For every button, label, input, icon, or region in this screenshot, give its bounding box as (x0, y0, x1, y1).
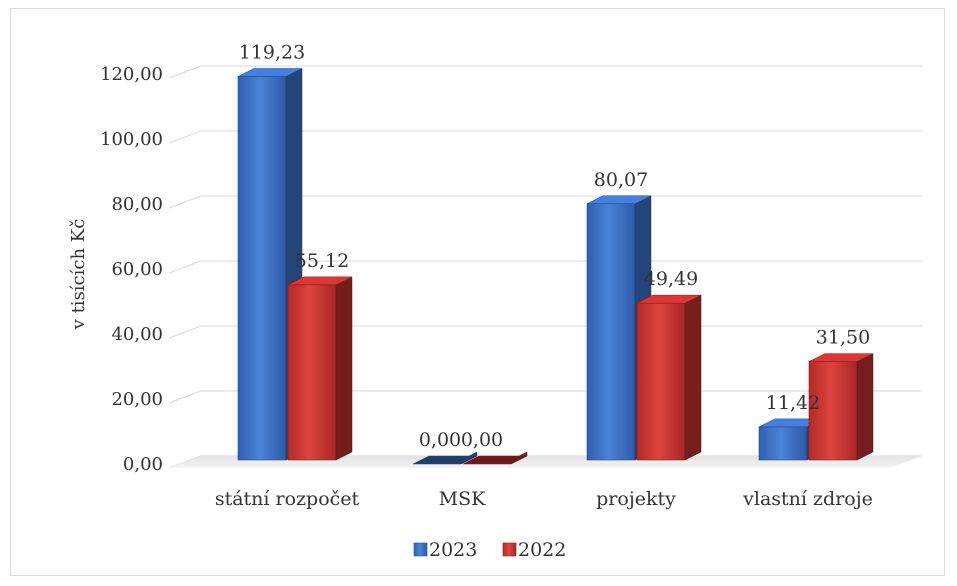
bar-top (237, 68, 303, 77)
y-axis-label: v tisících Kč (68, 219, 89, 331)
floor-plane (169, 456, 922, 468)
bar-front (586, 203, 636, 461)
bar-front (237, 76, 287, 461)
chart-frame (10, 8, 945, 576)
y-tick-label: 40,00 (111, 324, 163, 345)
bar-2022-2 (636, 294, 702, 461)
y-tick-label: 100,00 (100, 129, 163, 150)
chart-floor (169, 456, 922, 468)
legend-item-2023: 2023 (413, 539, 477, 561)
category-label: vlastní zdroje (742, 488, 873, 510)
bar-top (586, 195, 652, 205)
data-label-2023-3: 11,42 (766, 392, 820, 414)
bar-2023-0 (237, 68, 303, 461)
gridline-depth (168, 390, 202, 404)
y-tick-label: 0,00 (123, 454, 163, 475)
bar-front (808, 361, 858, 461)
legend-swatch-2023 (413, 542, 428, 557)
gridline-depth (168, 260, 202, 274)
category-labels: státní rozpočet MSK projekty vlastní zdroje (215, 488, 873, 510)
category-label: MSK (439, 488, 486, 510)
bar-2022-1 (462, 451, 528, 465)
y-tick-label: 60,00 (111, 259, 163, 280)
bar-side (856, 353, 874, 461)
bar-front (636, 302, 686, 461)
bar-top (412, 455, 478, 465)
gridline-depth (168, 195, 202, 209)
legend-item-2022: 2022 (502, 539, 566, 561)
bars (237, 68, 874, 465)
bar-front (287, 284, 337, 461)
data-label-2023-0: 119,23 (239, 42, 305, 64)
gridline-depth (168, 325, 202, 339)
bar-2022-0 (287, 276, 353, 461)
gridline-depth (168, 65, 202, 79)
y-tick-label: 20,00 (111, 389, 163, 410)
category-label: státní rozpočet (215, 488, 360, 510)
legend-label-2022: 2022 (518, 539, 566, 561)
bar-2023-1 (412, 451, 478, 465)
bar-top (287, 276, 353, 286)
bar-front (758, 426, 808, 461)
data-label-2023-2: 80,07 (594, 169, 648, 191)
y-axis-ticks: 0,00 20,00 40,00 60,00 80,00 100,00 120,00 (100, 64, 163, 475)
legend-label-2023: 2023 (429, 539, 477, 561)
bar-side (335, 276, 353, 461)
data-label-2023-1: 0,00 (419, 429, 461, 451)
bar-top (808, 353, 874, 362)
data-label-2022-3: 31,50 (816, 327, 870, 349)
y-tick-label: 120,00 (100, 64, 163, 85)
bar-2022-3 (808, 353, 874, 461)
data-label-2022-0: 55,12 (295, 250, 349, 272)
bar-top (636, 294, 702, 304)
data-labels: 119,23 55,12 0,00 0,00 80,07 49,49 11,42 31,50 (239, 42, 870, 451)
legend: 2023 2022 (413, 539, 566, 561)
bar-side (684, 294, 702, 461)
bar-top (462, 455, 528, 465)
category-label: projekty (596, 488, 676, 510)
data-label-2022-1: 0,00 (461, 429, 503, 451)
legend-swatch-2022 (502, 542, 517, 557)
y-tick-label: 80,00 (111, 194, 163, 215)
gridline-depth (168, 130, 202, 144)
data-label-2022-2: 49,49 (644, 268, 698, 290)
